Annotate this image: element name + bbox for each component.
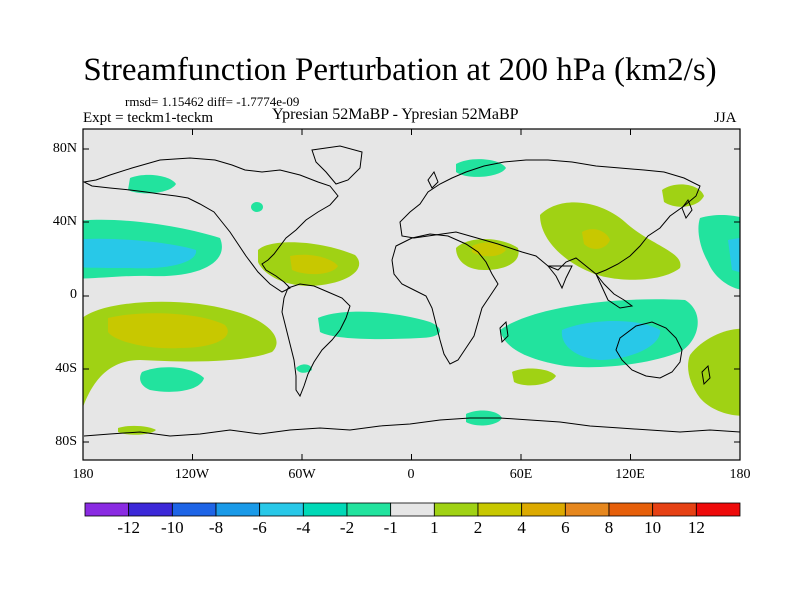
- coast-south-america: [281, 283, 351, 398]
- anomaly-southwest-pacific: [688, 328, 740, 416]
- colorbar-swatch: [128, 502, 173, 517]
- anomaly-central-asia-outer: [540, 202, 681, 280]
- colorbar-label: -1: [383, 518, 398, 537]
- anomaly-south-america-small: [296, 364, 312, 373]
- colorbar: [84, 502, 741, 517]
- coast-southeast-asia: [595, 273, 634, 309]
- lon-label-60w: 60W: [288, 467, 316, 482]
- lon-label-120e: 120E: [615, 467, 645, 482]
- anomaly-north-pacific-east-inner: [728, 237, 740, 273]
- coast-uk: [427, 170, 439, 189]
- coast-australia: [615, 321, 683, 379]
- lat-label-eq: 0: [70, 287, 77, 302]
- lon-label-180w: 180: [72, 467, 94, 482]
- colorbar-swatch: [215, 502, 261, 517]
- colorbar-swatch: [302, 502, 348, 517]
- colorbar-label: -10: [160, 518, 184, 537]
- colorbar-swatch: [259, 502, 304, 517]
- anomaly-south-atlantic: [318, 311, 441, 340]
- colorbar-label: 4: [517, 518, 526, 537]
- colorbar-swatch: [477, 502, 523, 517]
- colorbar-swatch: [652, 502, 697, 517]
- anomaly-south-indian: [512, 368, 556, 386]
- coast-antarctica: [83, 417, 740, 437]
- anomaly-north-pacific-east: [698, 215, 740, 290]
- coast-india: [546, 265, 573, 290]
- colorbar-label: 6: [561, 518, 570, 537]
- season-label: JJA: [714, 110, 737, 126]
- colorbar-swatch: [171, 502, 217, 517]
- anomaly-north-atlantic-west: [128, 174, 176, 194]
- colorbar-label: -12: [117, 518, 140, 537]
- anomaly-arctic-europe: [456, 159, 506, 177]
- colorbar-label: -8: [208, 518, 224, 537]
- lat-label-80n: 80N: [52, 141, 77, 156]
- colorbar-swatch: [346, 502, 392, 517]
- colorbar-label: -6: [252, 518, 267, 537]
- colorbar-swatch: [564, 502, 610, 517]
- colorbar-swatch: [390, 502, 435, 517]
- colorbar-swatch: [433, 502, 479, 517]
- colorbar-label: 2: [473, 518, 483, 537]
- coast-japan: [681, 198, 693, 220]
- anomaly-mediterranean-inner: [472, 242, 506, 257]
- map-background: [83, 129, 740, 460]
- coast-madagascar: [499, 320, 509, 344]
- coast-eurasia: [399, 159, 701, 275]
- lon-label-0: 0: [407, 467, 415, 482]
- anomaly-north-pacific-inner: [83, 238, 197, 269]
- colorbar-label: 1: [430, 518, 439, 537]
- colorbar-swatch: [521, 502, 566, 517]
- stats-line: rmsd= 1.15462 diff= -1.7774e-09: [125, 94, 300, 109]
- tick-marks: [82, 129, 741, 460]
- lon-label-60e: 60E: [509, 467, 533, 482]
- anomaly-indian-ocean-inner: [561, 321, 661, 360]
- colorbar-label: -4: [296, 518, 311, 537]
- coastlines: [83, 145, 740, 437]
- colorbar-swatch: [695, 502, 741, 517]
- anomaly-east-asia: [662, 184, 704, 207]
- anomaly-central-america-inner: [290, 254, 338, 275]
- coast-new-zealand: [701, 364, 711, 386]
- lon-label-120w: 120W: [174, 467, 210, 482]
- colorbar-label: 10: [644, 518, 662, 537]
- colorbar-swatch: [608, 502, 654, 517]
- lat-label-80s: 80S: [55, 434, 77, 449]
- lon-label-180e: 180: [729, 467, 751, 482]
- colorbar-label: 12: [687, 518, 705, 537]
- coast-africa: [391, 233, 499, 365]
- coast-greenland: [311, 145, 363, 185]
- lat-label-40n: 40N: [52, 214, 77, 229]
- lat-label-40s: 40S: [55, 361, 77, 376]
- colorbar-label: 8: [604, 518, 614, 537]
- anomaly-south-pacific-inner: [108, 313, 228, 349]
- experiment-label: Expt = teckm1-teckm: [83, 110, 214, 126]
- colorbar-swatch: [84, 502, 130, 517]
- anomaly-south-pacific-mid: [140, 367, 204, 392]
- colorbar-label: -2: [339, 518, 355, 537]
- anomaly-central-asia-inner: [582, 229, 610, 249]
- contour-fill-group: [83, 145, 740, 437]
- anomaly-small-patch: [251, 202, 263, 212]
- subtitle: Ypresian 52MaBP - Ypresian 52MaBP: [272, 106, 519, 123]
- coast-north-america: [83, 157, 339, 293]
- plot-title: Streamfunction Perturbation at 200 hPa (…: [83, 52, 717, 88]
